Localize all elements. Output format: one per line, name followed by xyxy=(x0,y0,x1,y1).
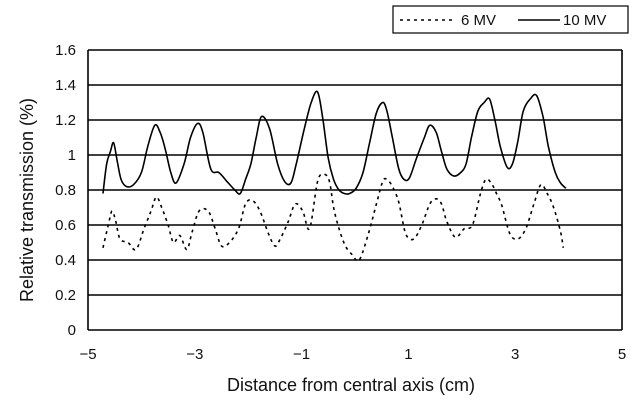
y-tick-label: 0.4 xyxy=(55,252,76,269)
y-tick-label: 1.4 xyxy=(55,77,76,94)
x-tick-label: −1 xyxy=(293,346,310,363)
y-tick-label: 1.6 xyxy=(55,42,76,59)
y-tick-label: 0.2 xyxy=(55,287,76,304)
series-lines xyxy=(102,90,567,262)
legend-label-6mv: 6 MV xyxy=(461,12,496,29)
legend-box xyxy=(392,5,629,34)
y-tick-label: 1.2 xyxy=(55,112,76,129)
x-tick-label: 5 xyxy=(618,346,626,363)
legend-label-10mv: 10 MV xyxy=(563,12,606,29)
x-tick-label: 3 xyxy=(511,346,519,363)
y-tick-labels: 0 0.2 0.4 0.6 0.8 1 1.2 1.4 1.6 xyxy=(55,42,76,339)
x-axis-title: Distance from central axis (cm) xyxy=(227,375,475,395)
y-tick-label: 1 xyxy=(68,147,76,164)
series-line-10mv xyxy=(102,90,567,195)
y-axis-title: Relative transmission (%) xyxy=(17,98,37,302)
x-tick-label: −3 xyxy=(186,346,203,363)
y-tick-label: 0 xyxy=(68,322,76,339)
y-tick-label: 0.6 xyxy=(55,217,76,234)
y-tick-label: 0.8 xyxy=(55,182,76,199)
x-tick-labels: −5 −3 −1 1 3 5 xyxy=(79,346,626,363)
series-line-6mv xyxy=(102,173,565,262)
x-tick-label: −5 xyxy=(79,346,96,363)
legend: 6 MV 10 MV xyxy=(392,5,629,34)
x-tick-label: 1 xyxy=(404,346,412,363)
